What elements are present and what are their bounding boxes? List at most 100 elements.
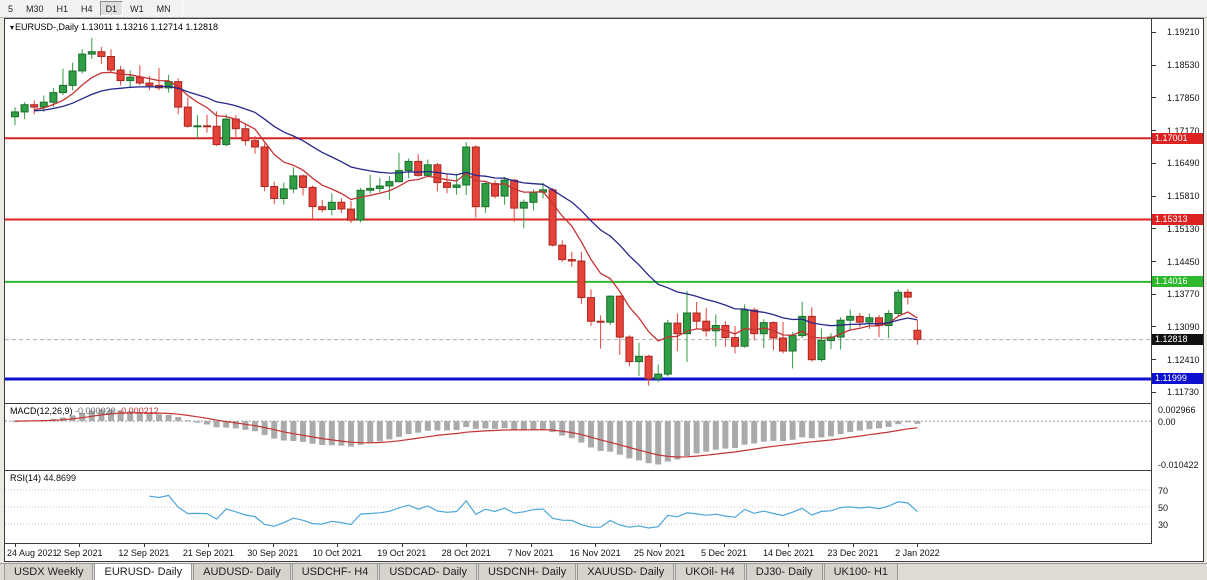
timeframe-button-w1[interactable]: W1: [130, 4, 144, 14]
chart-tab-usdx-weekly[interactable]: USDX Weekly: [4, 563, 94, 580]
rsi-value: 44.8699: [43, 473, 77, 483]
price-axis-badge: 1.14016: [1152, 276, 1203, 287]
timeframe-button-h1[interactable]: H1: [56, 4, 69, 14]
price-axis-tickmark: [1152, 163, 1156, 164]
price-axis-tickmark: [1152, 130, 1156, 131]
date-axis-label: 30 Sep 2021: [247, 548, 299, 558]
price-axis-badge: 1.15313: [1152, 214, 1203, 225]
macd-indicator-pane[interactable]: MACD(12,26,9) -0.000020 -0.000212: [5, 404, 1151, 470]
price-axis-label: 1.13090: [1167, 322, 1200, 332]
date-axis[interactable]: 24 Aug 2021 2 Sep 2021 12 Sep 2021 21 Sep 2…: [5, 544, 1151, 561]
chart-tabs-bar: USDX Weekly EURUSD- Daily AUDUSD- Daily USD…: [0, 563, 1207, 580]
date-axis-label: 19 Oct 2021: [377, 548, 427, 558]
macd-axis-label: 0.002966: [1158, 405, 1196, 415]
price-axis-tickmark: [1152, 359, 1156, 360]
date-axis-label: 28 Oct 2021: [441, 548, 491, 558]
price-axis-tickmark: [1152, 196, 1156, 197]
price-axis-tickmark: [1152, 228, 1156, 229]
rsi-indicator-pane[interactable]: RSI(14) 44.8699: [5, 471, 1151, 543]
chart-dropdown-icon[interactable]: ▾: [10, 23, 15, 32]
price-axis-tickmark: [1152, 261, 1156, 262]
timeframe-button-m30[interactable]: M30: [26, 4, 44, 14]
price-axis-tickmark: [1152, 392, 1156, 393]
date-axis-label: 21 Sep 2021: [182, 548, 234, 558]
price-axis[interactable]: 1.19210 1.18530 1.17850 1.17170 1.16490 1.158…: [1152, 19, 1203, 561]
price-axis-label: 1.17850: [1167, 93, 1200, 103]
price-axis-tickmark: [1152, 326, 1156, 327]
date-axis-tickmark: [208, 544, 209, 547]
date-axis-tickmark: [273, 544, 274, 547]
macd-main-value: -0.000020: [75, 406, 116, 416]
candles[interactable]: [11, 37, 922, 386]
chart-window: ▾EURUSD-,Daily 1.13011 1.13216 1.12714 1…: [4, 18, 1204, 562]
date-axis-label: 2 Jan 2022: [895, 548, 940, 558]
pane-resize-separator[interactable]: [5, 470, 1203, 471]
price-chart-pane[interactable]: ▾EURUSD-,Daily 1.13011 1.13216 1.12714 1…: [5, 19, 1151, 403]
price-axis-label: 1.15130: [1167, 224, 1200, 234]
chart-tab-xauusd-daily[interactable]: XAUUSD- Daily: [577, 563, 675, 580]
toolbar-separator: [181, 2, 183, 15]
macd-label: MACD(12,26,9) -0.000020 -0.000212: [10, 406, 159, 416]
chart-tab-dj30-daily[interactable]: DJ30- Daily: [745, 563, 823, 580]
date-axis-tickmark: [917, 544, 918, 547]
price-axis-badge: 1.12818: [1152, 334, 1203, 345]
price-axis-separator: [1151, 19, 1152, 544]
rsi-axis-label: 50: [1158, 503, 1169, 513]
chart-tab-eurusd-daily[interactable]: EURUSD- Daily: [94, 563, 193, 580]
date-axis-tickmark: [15, 544, 16, 547]
macd-name: MACD(12,26,9): [10, 406, 73, 416]
date-axis-tickmark: [466, 544, 467, 547]
chart-tab-uk100-h1[interactable]: UK100- H1: [823, 563, 899, 580]
macd-signal-line: [14, 412, 918, 458]
date-axis-tickmark: [595, 544, 596, 547]
timeframe-button-5[interactable]: 5: [8, 4, 14, 14]
timeframe-button-h4[interactable]: H4: [81, 4, 93, 14]
macd-axis-label: -0.010422: [1158, 460, 1199, 470]
date-axis-tickmark: [724, 544, 725, 547]
price-axis-label: 1.12410: [1167, 355, 1200, 365]
price-axis-label: 1.17170: [1167, 126, 1200, 136]
timeframe-button-mn[interactable]: MN: [156, 4, 171, 14]
date-axis-label: 25 Nov 2021: [634, 548, 686, 558]
price-axis-tickmark: [1152, 65, 1156, 66]
price-axis-label: 1.14450: [1167, 257, 1200, 267]
symbol-ohlc: 1.13011 1.13216 1.12714 1.12818: [81, 22, 219, 32]
price-axis-badge: 1.17001: [1152, 133, 1203, 144]
macd-signal-value: -0.000212: [118, 406, 159, 416]
price-axis-label: 1.19210: [1167, 27, 1200, 37]
support-resistance-lines[interactable]: [5, 137, 1151, 381]
price-axis-badge: 1.11999: [1152, 373, 1203, 384]
chart-tab-audusd-daily[interactable]: AUDUSD- Daily: [193, 563, 291, 580]
rsi-axis-label: 70: [1158, 486, 1169, 496]
date-axis-label: 2 Sep 2021: [56, 548, 103, 558]
chart-tab-usdcad-daily[interactable]: USDCAD- Daily: [379, 563, 477, 580]
chart-tab-usdcnh-daily[interactable]: USDCNH- Daily: [477, 563, 577, 580]
rsi-level-lines: [5, 489, 1151, 525]
candlestick-chart[interactable]: [5, 19, 1151, 403]
date-axis-tickmark: [337, 544, 338, 547]
pane-resize-separator[interactable]: [5, 403, 1203, 404]
date-axis-label: 7 Nov 2021: [507, 548, 554, 558]
chart-tab-ukoil-h4[interactable]: UKOil- H4: [675, 563, 745, 580]
macd-axis-label: 0.00: [1158, 417, 1176, 427]
chart-tab-usdchf-h4[interactable]: USDCHF- H4: [291, 563, 379, 580]
timeframe-button-d1[interactable]: D1: [99, 1, 124, 16]
macd-histogram: [12, 409, 921, 465]
date-axis-label: 24 Aug 2021: [7, 548, 58, 558]
date-axis-label: 16 Nov 2021: [569, 548, 621, 558]
date-axis-tickmark: [79, 544, 80, 547]
rsi-chart[interactable]: [5, 471, 1151, 543]
timeframe-toolbar: 5 M30 H1 H4 D1 W1 MN: [0, 0, 1207, 18]
price-axis-label: 1.11730: [1167, 387, 1199, 397]
date-axis-label: 5 Dec 2021: [700, 548, 748, 558]
timeframe-buttons-group: 5 M30 H1 H4 D1 W1 MN: [2, 1, 178, 16]
ma-slow-line: [34, 85, 918, 327]
price-axis-tickmark: [1152, 97, 1156, 98]
date-axis-label: 10 Oct 2021: [312, 548, 362, 558]
date-axis-label: 23 Dec 2021: [827, 548, 879, 558]
macd-chart[interactable]: [5, 404, 1151, 470]
date-axis-tickmark: [853, 544, 854, 547]
date-axis-label: 12 Sep 2021: [118, 548, 170, 558]
symbol-title: EURUSD-,Daily: [15, 22, 79, 32]
